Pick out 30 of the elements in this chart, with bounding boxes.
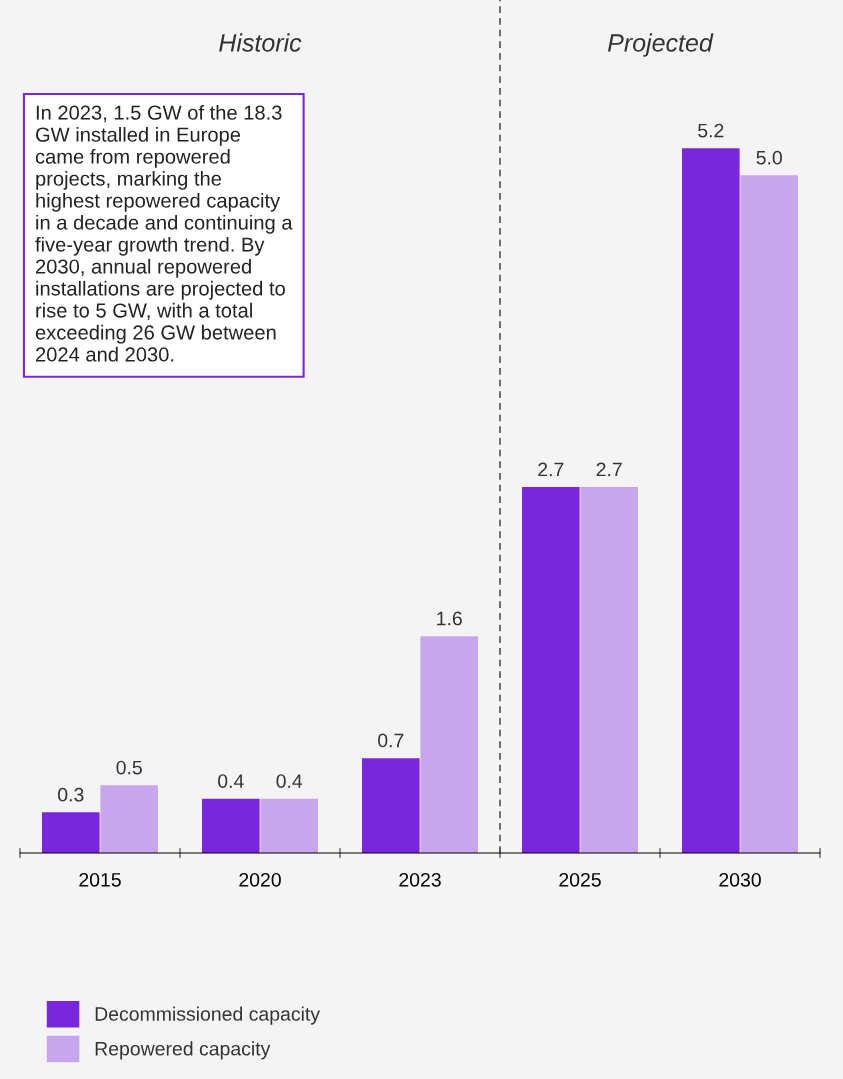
- bar: [522, 487, 580, 853]
- bar: [682, 148, 740, 853]
- bar: [740, 175, 798, 853]
- x-tick-label: 2023: [399, 872, 441, 887]
- bar: [42, 812, 100, 853]
- data-label: 2.7: [596, 462, 622, 477]
- bar: [260, 798, 318, 853]
- bar: [100, 785, 158, 853]
- data-label: 5.2: [698, 123, 724, 138]
- data-label: 0.3: [58, 787, 84, 802]
- data-label: 0.4: [218, 774, 244, 788]
- text: Historic: [219, 33, 302, 52]
- legend-label: Decommissioned capacity: [95, 1006, 320, 1025]
- x-tick-label: 2020: [239, 872, 281, 887]
- x-tick-label: 2015: [79, 872, 121, 887]
- bar: [420, 636, 478, 853]
- data-label: 0.4: [276, 774, 303, 788]
- data-label: 0.7: [378, 733, 404, 748]
- data-label: 5.0: [756, 150, 782, 165]
- bar: [580, 487, 638, 853]
- bar: [362, 758, 420, 853]
- x-tick-label: 2030: [719, 872, 761, 887]
- data-label: 1.6: [437, 611, 462, 626]
- x-tick-label: 2025: [559, 872, 601, 887]
- text: In 2023, 1.5 GW of the 18.3 GW installed in Europe came from repowered projects, marking the highest repowered capacity in a decade and continuing a five-year growth trend. By 2030, annual repowered installations are projected to rise to 5 GW, with a total exceeding 26 GW between 2024 and 2030.: [35, 105, 293, 362]
- data-label: 2.7: [538, 462, 564, 477]
- bar: [202, 798, 260, 853]
- text: Projected: [607, 33, 714, 57]
- legend-label: Repowered capacity: [95, 1041, 271, 1060]
- data-label: 0.5: [116, 760, 142, 775]
